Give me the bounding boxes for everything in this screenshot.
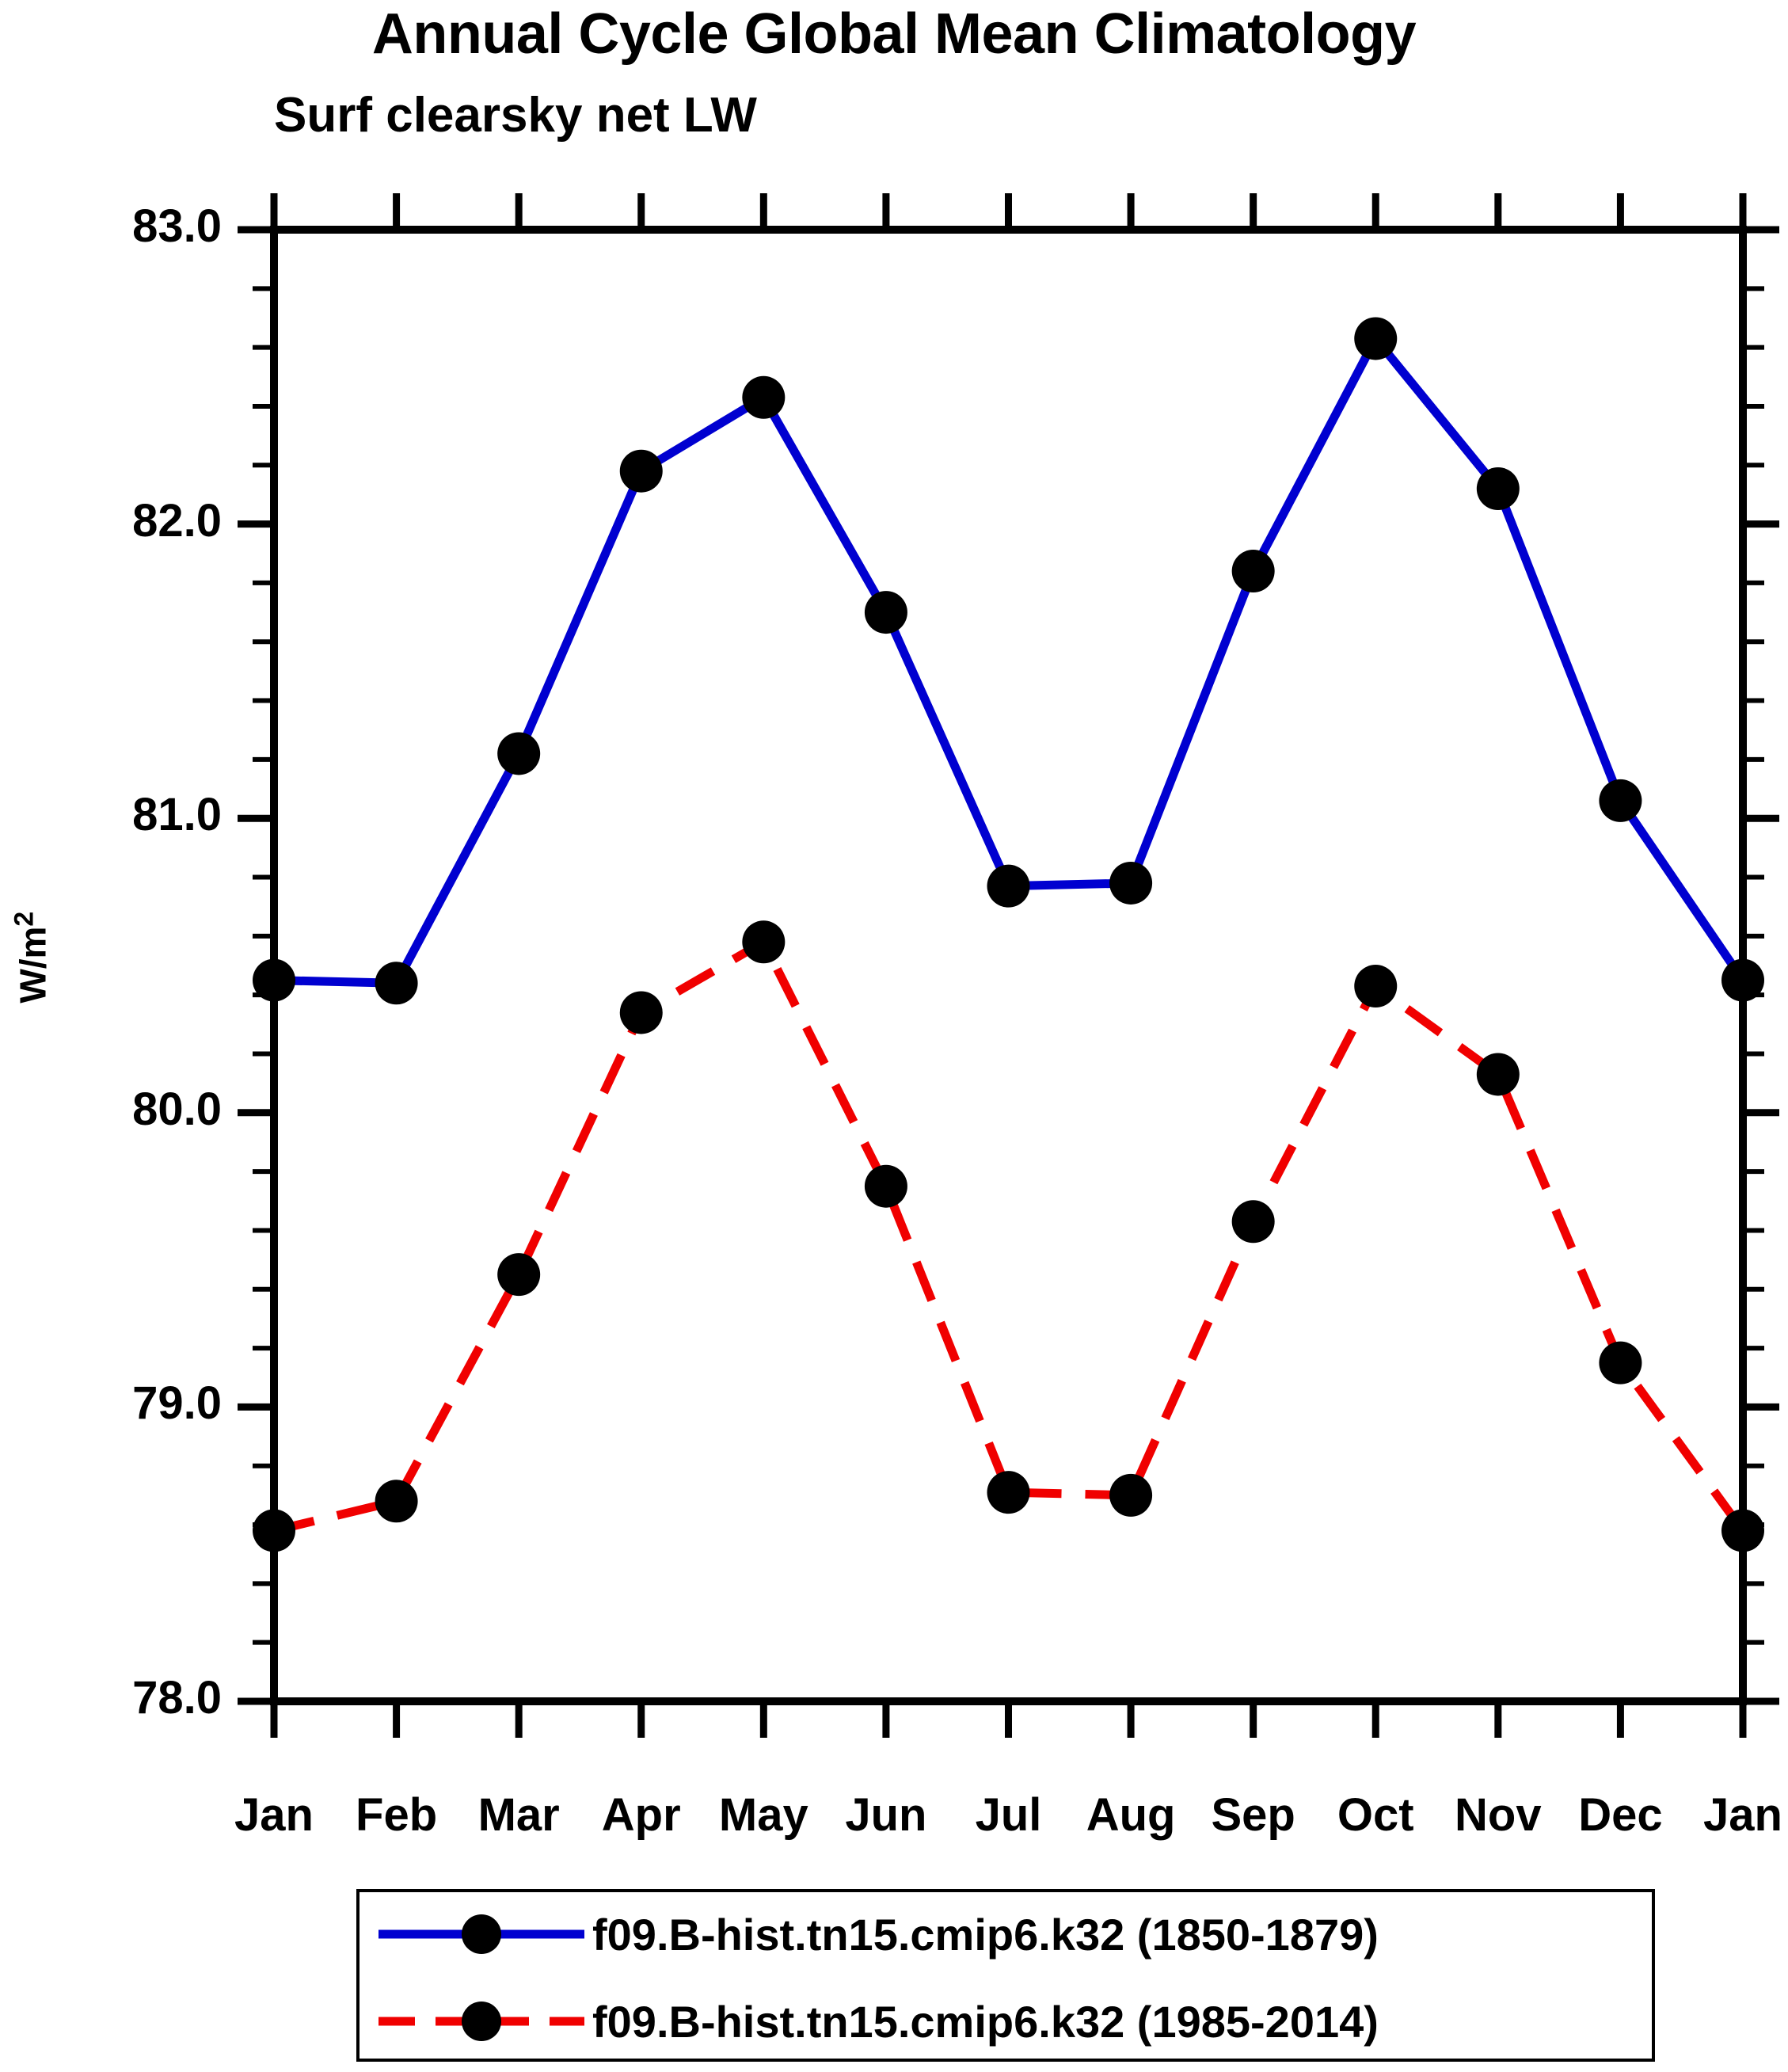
data-point-s1-12 bbox=[1721, 1509, 1764, 1552]
data-point-s0-6 bbox=[987, 864, 1030, 908]
data-point-s0-11 bbox=[1599, 779, 1642, 822]
y-tick-label: 82.0 bbox=[132, 494, 222, 547]
y-tick-label: 81.0 bbox=[132, 789, 222, 841]
data-point-s1-11 bbox=[1599, 1341, 1642, 1385]
x-tick-label: Sep bbox=[1211, 1789, 1295, 1841]
y-tick-label: 78.0 bbox=[132, 1672, 222, 1723]
data-point-s0-4 bbox=[742, 375, 786, 419]
data-point-s1-4 bbox=[742, 920, 786, 964]
legend-swatch-series-1 bbox=[371, 1986, 592, 2057]
x-tick-label: Oct bbox=[1337, 1789, 1414, 1841]
x-tick-label: Mar bbox=[477, 1789, 560, 1841]
data-point-s1-10 bbox=[1476, 1053, 1520, 1096]
data-point-s1-0 bbox=[253, 1509, 295, 1552]
data-point-s1-9 bbox=[1354, 965, 1398, 1008]
y-tick-label: 80.0 bbox=[132, 1083, 222, 1135]
data-point-s1-6 bbox=[987, 1471, 1030, 1514]
data-point-s1-2 bbox=[497, 1253, 541, 1297]
data-point-s0-10 bbox=[1476, 467, 1520, 511]
legend-entry-0[interactable]: f09.B-hist.tn15.cmip6.k32 (1850-1879) bbox=[360, 1899, 1652, 1970]
data-point-s0-5 bbox=[864, 591, 907, 634]
data-point-s1-1 bbox=[375, 1480, 418, 1523]
x-tick-label: Jan bbox=[234, 1789, 314, 1841]
chart-subtitle: Surf clearsky net LW bbox=[274, 88, 757, 143]
x-tick-label: Feb bbox=[356, 1789, 438, 1841]
data-point-s0-12 bbox=[1721, 958, 1764, 1002]
data-point-s1-5 bbox=[864, 1164, 907, 1208]
data-point-s1-8 bbox=[1231, 1200, 1275, 1244]
legend-swatch-series-0 bbox=[371, 1899, 592, 1970]
data-point-s1-7 bbox=[1109, 1473, 1153, 1517]
chart-legend: f09.B-hist.tn15.cmip6.k32 (1850-1879) f0… bbox=[356, 1889, 1655, 2062]
series-line-1 bbox=[272, 937, 1747, 1535]
y-tick-label: 79.0 bbox=[132, 1377, 222, 1430]
legend-label-series-0: f09.B-hist.tn15.cmip6.k32 (1850-1879) bbox=[592, 1909, 1379, 1960]
data-point-s0-9 bbox=[1354, 317, 1398, 360]
data-point-s0-1 bbox=[375, 962, 418, 1005]
data-point-s0-0 bbox=[253, 958, 295, 1002]
data-point-s0-7 bbox=[1109, 861, 1153, 905]
data-point-s0-3 bbox=[619, 449, 663, 493]
x-tick-label: Aug bbox=[1086, 1789, 1176, 1841]
x-tick-label: Jul bbox=[975, 1789, 1042, 1841]
y-tick-label: 83.0 bbox=[132, 200, 222, 252]
x-tick-label: Jun bbox=[845, 1789, 927, 1841]
x-tick-label: Dec bbox=[1578, 1789, 1663, 1841]
x-tick-label: Jan bbox=[1703, 1789, 1782, 1841]
data-point-s0-8 bbox=[1231, 550, 1275, 593]
data-point-s1-3 bbox=[619, 991, 663, 1034]
x-tick-label: Apr bbox=[601, 1789, 681, 1841]
legend-entry-1[interactable]: f09.B-hist.tn15.cmip6.k32 (1985-2014) bbox=[360, 1986, 1652, 2057]
data-point-s0-2 bbox=[497, 732, 541, 775]
page-title: Annual Cycle Global Mean Climatology bbox=[371, 2, 1417, 66]
legend-label-series-1: f09.B-hist.tn15.cmip6.k32 (1985-2014) bbox=[592, 1996, 1379, 2047]
x-tick-label: May bbox=[718, 1789, 808, 1841]
x-tick-label: Nov bbox=[1455, 1789, 1542, 1841]
